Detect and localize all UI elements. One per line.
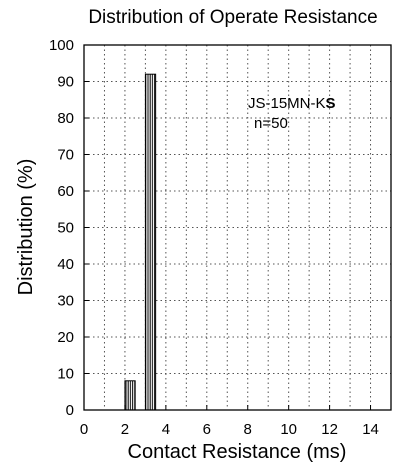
x-tick-label: 14: [362, 421, 379, 438]
y-tick-label: 70: [57, 147, 74, 164]
model-suffix: S: [326, 95, 336, 112]
y-tick-label: 30: [57, 293, 74, 310]
x-tick-label: 6: [203, 421, 211, 438]
y-axis-ticks: 0 10 20 30 40 50 60 70 80 90 100: [49, 37, 89, 419]
model-annotation: JS-15MN-KS: [248, 95, 336, 112]
x-tick-label: 12: [321, 421, 338, 438]
grid: [84, 45, 391, 410]
model-prefix: JS-15MN-K: [248, 95, 326, 112]
y-tick-label: 40: [57, 256, 74, 273]
x-tick-label: 2: [121, 421, 129, 438]
y-tick-label: 100: [49, 37, 74, 54]
bars: [124, 73, 157, 411]
bar: [144, 73, 157, 411]
y-tick-label: 10: [57, 366, 74, 383]
x-axis-label: Contact Resistance (ms): [128, 441, 347, 463]
y-tick-label: 0: [66, 402, 74, 419]
y-tick-label: 80: [57, 110, 74, 127]
chart-title: Distribution of Operate Resistance: [88, 7, 377, 28]
x-tick-label: 10: [280, 421, 297, 438]
bar: [124, 380, 136, 411]
sample-size-annotation: n=50: [254, 115, 288, 132]
x-tick-label: 0: [80, 421, 88, 438]
y-tick-label: 20: [57, 329, 74, 346]
y-tick-label: 50: [57, 220, 74, 237]
x-axis-ticks: 0 2 4 6 8 10 12 14: [80, 405, 379, 438]
x-tick-label: 4: [162, 421, 170, 438]
y-axis-label: Distribution (%): [15, 159, 37, 296]
y-tick-label: 90: [57, 74, 74, 91]
y-tick-label: 60: [57, 183, 74, 200]
x-tick-label: 8: [244, 421, 252, 438]
